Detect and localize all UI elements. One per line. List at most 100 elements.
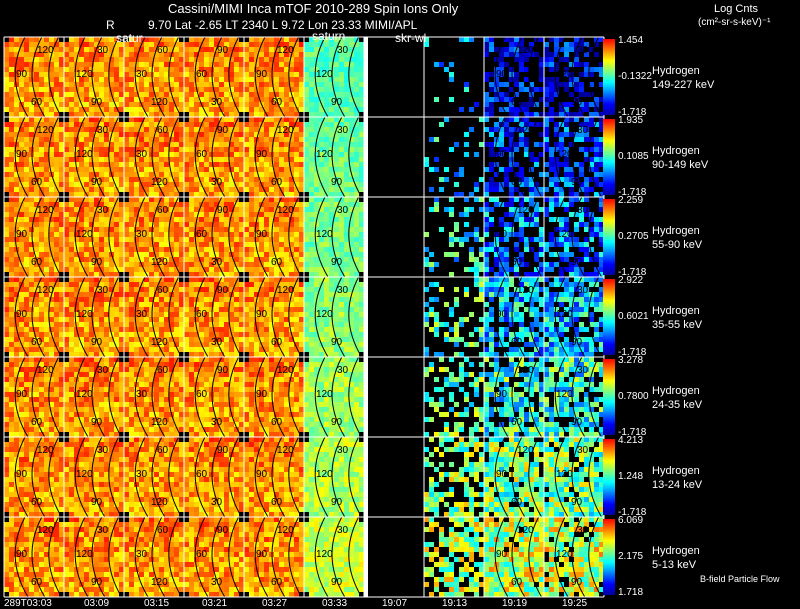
pixel: [244, 252, 249, 257]
pixel: [324, 102, 329, 107]
pixel: [354, 237, 359, 242]
pixel: [234, 267, 239, 272]
pixel: [354, 92, 359, 97]
pixel: [139, 82, 144, 87]
pixel: [9, 237, 14, 242]
pixel: [584, 62, 589, 67]
pixel: [164, 112, 169, 117]
pixel: [184, 42, 189, 47]
pixel: [334, 152, 339, 157]
pixel: [214, 282, 219, 287]
pixel: [234, 97, 239, 102]
pixel: [519, 182, 524, 187]
pixel: [84, 62, 89, 67]
pixel: [584, 137, 589, 142]
pixel: [109, 157, 114, 162]
pixel: [19, 147, 24, 152]
pixel: [234, 147, 239, 152]
pixel: [104, 302, 109, 307]
pixel: [534, 252, 539, 257]
pixel: [349, 207, 354, 212]
pixel: [454, 142, 459, 147]
pixel: [114, 147, 119, 152]
pixel: [484, 37, 489, 42]
pixel: [509, 197, 514, 202]
pixel: [69, 327, 74, 332]
pixel: [134, 272, 139, 277]
pixel: [309, 77, 314, 82]
pixel: [94, 327, 99, 332]
pixel: [144, 162, 149, 167]
pixel: [199, 92, 204, 97]
pixel: [254, 197, 259, 202]
pixel: [119, 137, 124, 142]
pixel: [99, 117, 104, 122]
pixel: [254, 42, 259, 47]
pixel: [229, 197, 234, 202]
pixel: [109, 152, 114, 157]
pixel: [349, 77, 354, 82]
pixel: [224, 287, 229, 292]
pixel: [89, 267, 94, 272]
pixel: [229, 82, 234, 87]
pixel: [124, 137, 129, 142]
pixel: [39, 302, 44, 307]
pixel: [134, 127, 139, 132]
pixel: [4, 157, 9, 162]
pixel: [579, 112, 584, 117]
pixel: [179, 257, 184, 262]
pixel: [114, 282, 119, 287]
pixel: [584, 252, 589, 257]
pixel: [189, 142, 194, 147]
pixel: [64, 252, 69, 257]
pixel: [274, 92, 279, 97]
pixel: [244, 97, 249, 102]
pixel: [164, 317, 169, 322]
pixel: [74, 232, 79, 237]
pixel: [569, 62, 574, 67]
pixel: [584, 127, 589, 132]
pixel: [59, 202, 64, 207]
pixel: [329, 212, 334, 217]
pixel: [59, 82, 64, 87]
pixel: [534, 162, 539, 167]
pixel: [4, 177, 9, 182]
pixel: [199, 167, 204, 172]
pixel: [154, 332, 159, 337]
pixel: [329, 272, 334, 277]
pixel: [64, 82, 69, 87]
pixel: [264, 222, 269, 227]
pixel: [79, 232, 84, 237]
pixel: [454, 172, 459, 177]
pixel: [199, 287, 204, 292]
pixel: [234, 292, 239, 297]
pixel: [144, 337, 149, 342]
pixel: [24, 317, 29, 322]
pixel: [299, 57, 304, 62]
pixel: [4, 122, 9, 127]
pixel: [484, 117, 489, 122]
pixel: [129, 347, 134, 352]
pixel: [204, 37, 209, 42]
pixel: [69, 167, 74, 172]
pixel: [179, 87, 184, 92]
pixel: [139, 212, 144, 217]
pixel: [359, 47, 364, 52]
pixel: [94, 67, 99, 72]
pixel: [319, 162, 324, 167]
pixel: [24, 312, 29, 317]
contour-line: [74, 116, 89, 198]
pixel: [584, 122, 589, 127]
pixel: [29, 267, 34, 272]
pixel: [64, 152, 69, 157]
pixel: [79, 272, 84, 277]
pixel: [329, 47, 334, 52]
pixel: [524, 52, 529, 57]
pixel: [214, 222, 219, 227]
pixel: [334, 232, 339, 237]
pixel: [274, 142, 279, 147]
pixel: [224, 112, 229, 117]
pixel: [539, 192, 544, 197]
contour-label: 90: [16, 309, 28, 320]
pixel: [219, 272, 224, 277]
